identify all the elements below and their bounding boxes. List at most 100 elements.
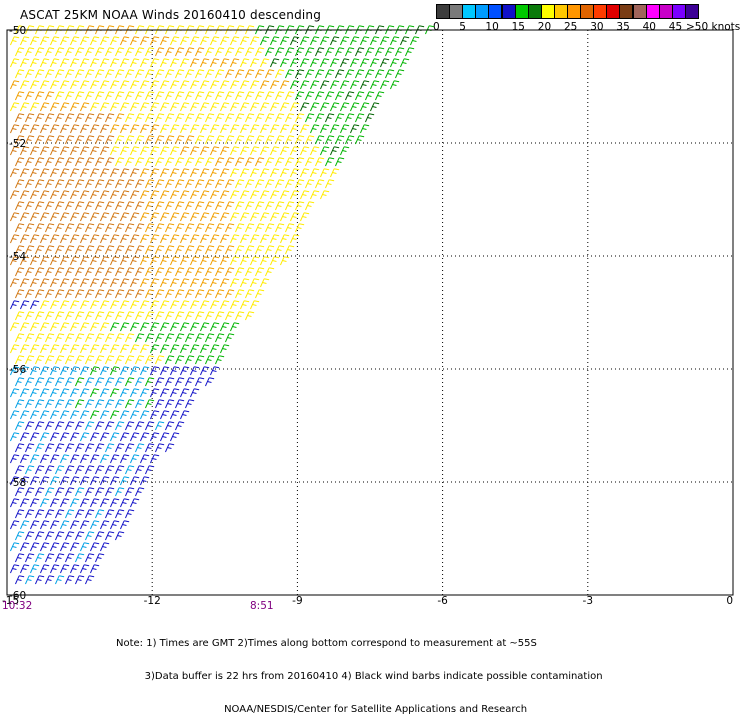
wind-barb <box>25 356 34 364</box>
wind-barb <box>270 125 279 133</box>
wind-barb <box>115 202 124 210</box>
wind-barb <box>105 466 114 474</box>
wind-barb <box>95 268 104 276</box>
wind-barb <box>270 81 279 89</box>
wind-barb <box>125 422 134 430</box>
wind-barb <box>365 114 374 122</box>
wind-barb <box>140 125 149 133</box>
wind-barb <box>185 136 194 144</box>
wind-barb <box>55 158 64 166</box>
wind-barb <box>190 81 199 89</box>
wind-barb <box>170 147 179 155</box>
wind-barb <box>170 433 179 441</box>
wind-barb <box>300 37 309 45</box>
wind-barb <box>50 389 59 397</box>
wind-barb <box>120 191 129 199</box>
wind-barb <box>115 180 124 188</box>
wind-barb <box>140 147 149 155</box>
wind-barb <box>70 191 79 199</box>
wind-barb <box>100 37 109 45</box>
wind-barb <box>360 81 369 89</box>
wind-barb <box>270 213 279 221</box>
wind-barb <box>300 169 309 177</box>
wind-barb <box>280 37 289 45</box>
wind-barb <box>230 279 239 287</box>
wind-barb <box>190 257 199 265</box>
wind-barb <box>45 378 54 386</box>
wind-barb <box>100 345 109 353</box>
wind-barb <box>205 224 214 232</box>
wind-barb <box>35 576 44 584</box>
wind-barb <box>15 224 24 232</box>
wind-barb <box>220 191 229 199</box>
wind-barb <box>50 279 59 287</box>
wind-barb <box>75 422 84 430</box>
wind-barb <box>215 92 224 100</box>
wind-barb <box>40 499 49 507</box>
wind-barb <box>195 224 204 232</box>
wind-barb <box>15 378 24 386</box>
wind-barb <box>215 268 224 276</box>
wind-barb <box>100 477 109 485</box>
wind-barb <box>85 136 94 144</box>
wind-barb <box>315 92 324 100</box>
wind-barb <box>60 279 69 287</box>
wind-barb <box>160 81 169 89</box>
wind-barb <box>330 103 339 111</box>
wind-barb <box>145 422 154 430</box>
wind-barb <box>285 202 294 210</box>
wind-barb <box>10 235 19 243</box>
wind-barb <box>95 488 104 496</box>
wind-barb <box>155 114 164 122</box>
wind-barb <box>140 81 149 89</box>
wind-barb <box>380 81 389 89</box>
wind-barb <box>155 334 164 342</box>
wind-barb <box>20 455 29 463</box>
wind-barb <box>275 224 284 232</box>
wind-barb <box>265 114 274 122</box>
wind-barb <box>130 455 139 463</box>
wind-barb <box>240 169 249 177</box>
wind-barb <box>60 169 69 177</box>
wind-barb <box>290 213 299 221</box>
wind-barb <box>50 323 59 331</box>
wind-barb <box>185 290 194 298</box>
wind-barb <box>45 422 54 430</box>
wind-barb <box>100 257 109 265</box>
wind-barb <box>250 213 259 221</box>
wind-barb <box>345 136 354 144</box>
wind-barb <box>285 224 294 232</box>
wind-barb <box>10 191 19 199</box>
wind-barb <box>80 169 89 177</box>
wind-barb <box>180 81 189 89</box>
wind-barb <box>365 92 374 100</box>
wind-barb <box>245 268 254 276</box>
wind-barb <box>30 565 39 573</box>
wind-barb <box>235 114 244 122</box>
wind-barb <box>80 477 89 485</box>
wind-barb <box>230 213 239 221</box>
wind-barb <box>55 554 64 562</box>
wind-barb <box>85 488 94 496</box>
wind-barb <box>65 114 74 122</box>
wind-barb <box>100 213 109 221</box>
wind-barb <box>120 257 129 265</box>
wind-barb <box>405 48 414 56</box>
wind-barb <box>310 125 319 133</box>
wind-barb <box>60 389 69 397</box>
wind-barb <box>85 554 94 562</box>
wind-barb <box>90 213 99 221</box>
wind-barb <box>60 499 69 507</box>
wind-barb <box>90 433 99 441</box>
wind-barb <box>265 70 274 78</box>
wind-barb <box>340 147 349 155</box>
wind-barb <box>90 565 99 573</box>
wind-barb <box>180 279 189 287</box>
wind-barb <box>170 59 179 67</box>
wind-barb <box>90 147 99 155</box>
wind-barb <box>135 334 144 342</box>
wind-barb <box>315 48 324 56</box>
wind-barb <box>390 37 399 45</box>
wind-barb <box>360 125 369 133</box>
